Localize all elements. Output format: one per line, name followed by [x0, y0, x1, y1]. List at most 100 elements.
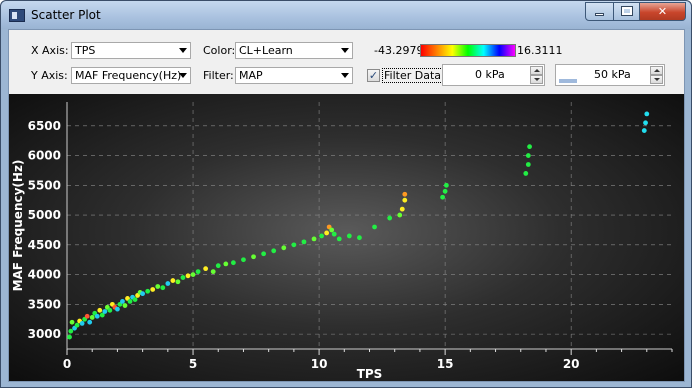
- filter-select[interactable]: MAP: [235, 67, 353, 84]
- data-point: [203, 266, 209, 272]
- minimize-icon: [595, 13, 604, 16]
- data-point: [94, 313, 100, 319]
- data-point: [67, 334, 72, 340]
- chevron-down-icon: [179, 73, 187, 78]
- checkmark-icon: ✓: [368, 69, 379, 82]
- data-point: [399, 206, 405, 212]
- data-point: [261, 251, 267, 257]
- data-point: [230, 260, 236, 266]
- color-label: Color:: [203, 44, 236, 57]
- title-bar[interactable]: Scatter Plot ✕: [1, 1, 691, 29]
- x-tick-label: 5: [189, 357, 197, 371]
- data-point: [281, 245, 287, 251]
- data-point: [324, 230, 330, 236]
- color-scale-bar: [420, 44, 516, 57]
- window-title: Scatter Plot: [31, 8, 101, 22]
- data-point: [155, 284, 161, 289]
- data-point: [97, 307, 103, 313]
- maximize-button[interactable]: [613, 2, 640, 21]
- data-point: [442, 188, 448, 194]
- data-point: [140, 291, 146, 297]
- y-axis-value: MAF Frequency(Hz): [75, 69, 182, 82]
- data-point: [644, 111, 650, 117]
- y-tick-label: 3500: [28, 297, 61, 311]
- data-point: [251, 254, 256, 260]
- data-point: [215, 263, 221, 269]
- data-point: [525, 162, 531, 167]
- data-point: [291, 242, 297, 248]
- data-point: [241, 257, 246, 263]
- data-point: [120, 298, 125, 304]
- data-point: [150, 287, 156, 292]
- data-point: [190, 272, 196, 278]
- color-scale-min: -43.2979: [374, 44, 424, 57]
- data-point: [102, 309, 108, 314]
- data-point: [145, 288, 151, 294]
- data-point: [443, 182, 449, 188]
- filter-min-spinbox[interactable]: 0 kPa: [442, 64, 545, 86]
- y-axis-title: MAF Frequency(Hz): [11, 160, 25, 292]
- data-point: [402, 197, 408, 203]
- data-point: [115, 306, 120, 312]
- data-point: [641, 128, 647, 133]
- close-button[interactable]: ✕: [639, 2, 686, 21]
- y-tick-label: 5500: [28, 178, 61, 192]
- filter-min-value: 0 kPa: [475, 68, 505, 81]
- data-point: [122, 303, 128, 308]
- data-point: [180, 275, 186, 280]
- x-axis-label: X Axis:: [31, 44, 69, 57]
- chevron-down-icon: [179, 48, 187, 53]
- filter-max-fill: [559, 79, 577, 83]
- data-point: [210, 269, 216, 275]
- data-point: [525, 153, 531, 158]
- data-point: [372, 224, 377, 230]
- data-point: [170, 278, 176, 283]
- scatter-chart: 0 5 10 15 20 3000 3500 4000 4500 5000 5500 6000 6500…: [11, 102, 673, 381]
- data-point: [301, 239, 307, 245]
- data-point: [160, 285, 166, 291]
- x-tick-label: 0: [63, 357, 71, 371]
- scatter-plot-area[interactable]: 0 5 10 15 20 3000 3500 4000 4500 5000 5500 6000 6500…: [9, 94, 684, 381]
- data-point: [79, 321, 85, 326]
- data-point: [195, 269, 201, 275]
- data-point: [331, 231, 337, 237]
- minimize-button[interactable]: [585, 2, 614, 21]
- data-point: [165, 281, 171, 286]
- data-point: [223, 261, 229, 267]
- data-point: [185, 273, 191, 279]
- chevron-down-icon: [341, 73, 349, 78]
- chevron-down-icon: [341, 48, 349, 53]
- data-point: [132, 297, 138, 302]
- filter-max-spinbox[interactable]: 50 kPa: [555, 64, 665, 86]
- filter-value: MAP: [239, 69, 263, 82]
- filter-max-value: 50 kPa: [594, 68, 631, 81]
- x-tick-label: 20: [563, 357, 580, 371]
- color-value: CL+Learn: [239, 44, 293, 57]
- y-axis-select[interactable]: MAF Frequency(Hz): [71, 67, 191, 84]
- x-axis-title: TPS: [357, 367, 383, 381]
- spin-down-button[interactable]: [650, 75, 663, 84]
- data-point: [387, 215, 393, 221]
- spin-down-button[interactable]: [530, 75, 543, 84]
- data-point: [346, 233, 352, 239]
- data-point: [87, 319, 93, 325]
- spin-up-button[interactable]: [530, 66, 543, 75]
- data-point: [523, 171, 529, 176]
- data-point: [68, 328, 74, 334]
- filter-data-checkbox[interactable]: ✓: [367, 69, 380, 82]
- data-point: [89, 315, 95, 320]
- filter-data-label[interactable]: Filter Data: [382, 68, 444, 83]
- data-point: [99, 312, 105, 318]
- data-point: [175, 279, 181, 285]
- data-point: [527, 144, 532, 150]
- spin-up-button[interactable]: [650, 66, 663, 75]
- color-scale-max: 16.3111: [517, 44, 563, 57]
- x-axis-select[interactable]: TPS: [71, 42, 191, 59]
- data-point: [397, 212, 403, 218]
- data-point: [271, 248, 277, 254]
- color-select[interactable]: CL+Learn: [235, 42, 353, 59]
- data-point: [336, 236, 342, 242]
- data-point: [74, 322, 80, 328]
- data-point: [84, 313, 90, 319]
- y-tick-label: 4500: [28, 238, 61, 252]
